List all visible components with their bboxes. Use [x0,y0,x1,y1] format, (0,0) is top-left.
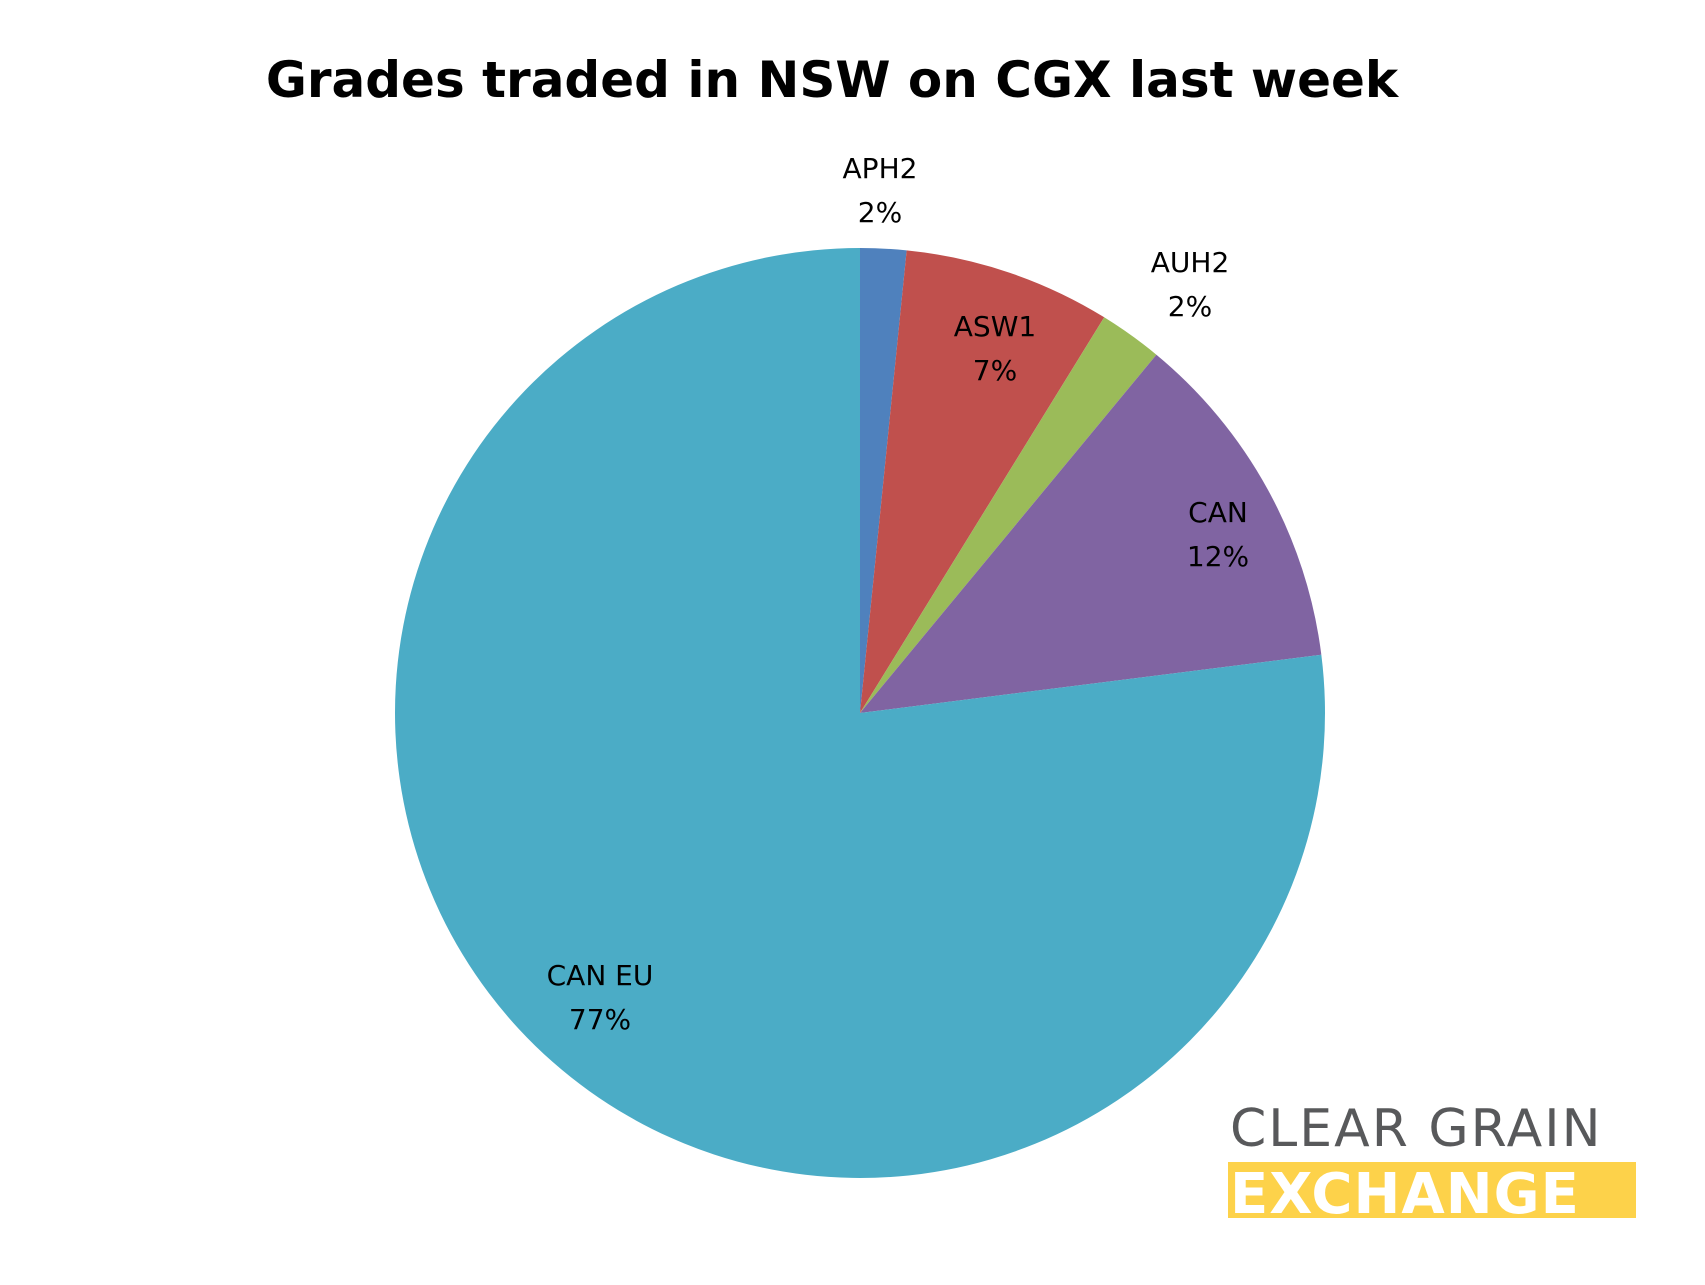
slice-percent-aph2: 2% [858,196,902,229]
slice-name-asw1: ASW1 [954,310,1036,343]
slice-percent-can: 12% [1187,540,1249,573]
chart-title: Grades traded in NSW on CGX last week [266,51,1400,109]
slice-name-aph2: APH2 [843,152,918,185]
slice-name-auh2: AUH2 [1151,246,1230,279]
logo-line-2: EXCHANGE [1230,1162,1580,1227]
slice-name-can-eu: CAN EU [547,959,654,992]
logo-band [1228,1162,1636,1218]
slice-percent-asw1: 7% [973,354,1017,387]
pie-slice-can [860,354,1322,713]
slice-name-can: CAN [1188,496,1248,529]
slice-labels: APH2 2% ASW1 7% AUH2 2% CAN 12% CAN EU 77% [547,152,1249,1036]
pie-slice-can-eu [395,248,1325,1178]
pie-slice-auh2 [860,317,1157,713]
slice-percent-can-eu: 77% [569,1003,631,1036]
pie-slice-asw1 [860,250,1105,713]
logo-line-1: CLEAR GRAIN [1230,1099,1603,1159]
slice-percent-auh2: 2% [1168,290,1212,323]
pie-slice-aph2 [860,248,907,713]
clear-grain-exchange-logo: CLEAR GRAIN EXCHANGE [1228,1099,1636,1227]
pie-slices [395,248,1325,1178]
